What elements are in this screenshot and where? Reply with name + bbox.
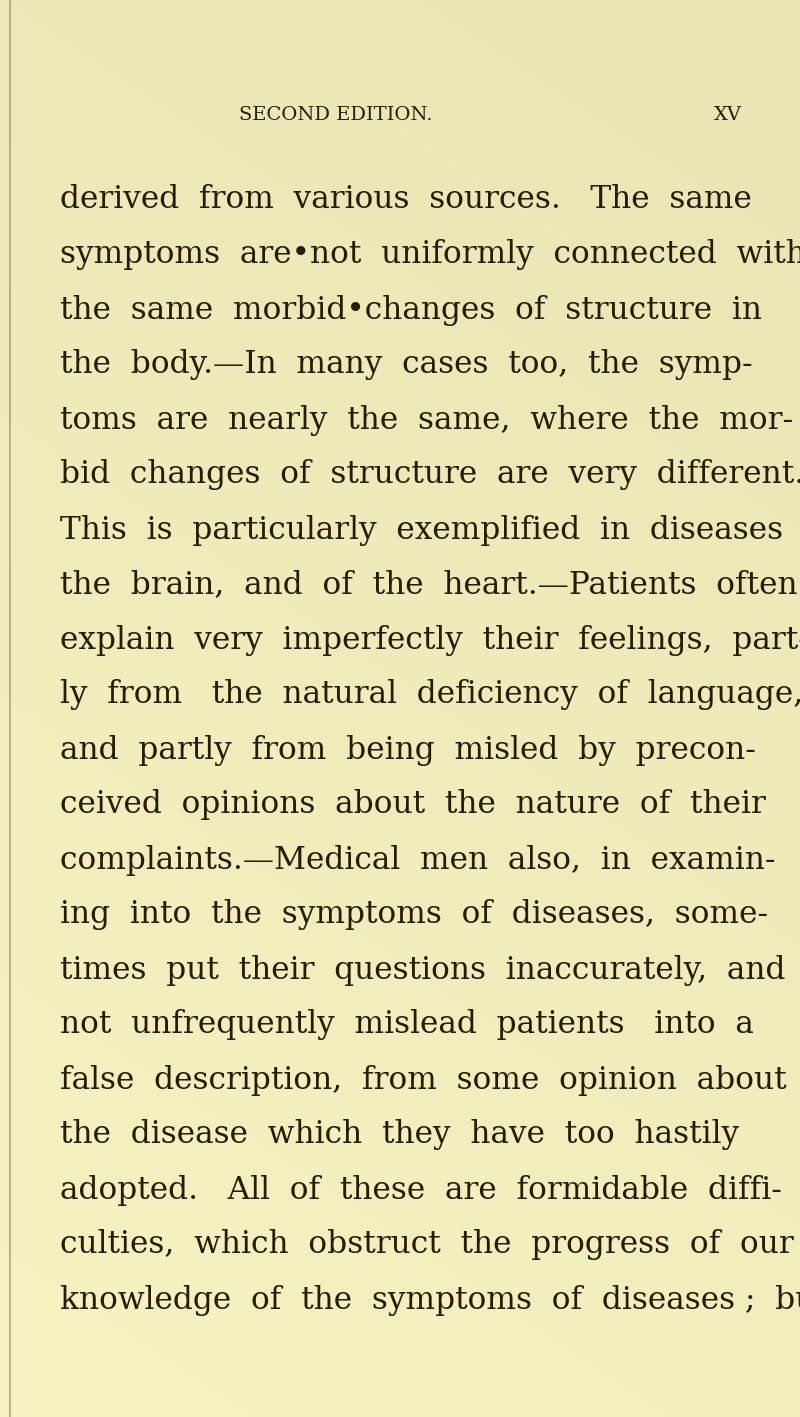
Text: SECOND EDITION.: SECOND EDITION. (239, 106, 433, 125)
Text: ing  into  the  symptoms  of  diseases,  some-: ing into the symptoms of diseases, some- (60, 900, 768, 931)
Text: not  unfrequently  mislead  patients   into  a: not unfrequently mislead patients into a (60, 1009, 754, 1040)
Text: times  put  their  questions  inaccurately,  and: times put their questions inaccurately, … (60, 955, 786, 985)
Text: the  brain,  and  of  the  heart.—Patients  often: the brain, and of the heart.—Patients of… (60, 570, 798, 601)
Text: adopted.   All  of  these  are  formidable  diffi-: adopted. All of these are formidable dif… (60, 1175, 782, 1206)
Text: This  is  particularly  exemplified  in  diseases  of: This is particularly exemplified in dise… (60, 514, 800, 546)
Text: explain  very  imperfectly  their  feelings,  part-: explain very imperfectly their feelings,… (60, 625, 800, 656)
Text: XV: XV (714, 106, 742, 125)
Text: and  partly  from  being  misled  by  precon-: and partly from being misled by precon- (60, 734, 756, 765)
Text: ly  from   the  natural  deficiency  of  language,: ly from the natural deficiency of langua… (60, 680, 800, 710)
Text: knowledge  of  the  symptoms  of  diseases ;  but: knowledge of the symptoms of diseases ; … (60, 1284, 800, 1315)
Text: the  same  morbid•changes  of  structure  in: the same morbid•changes of structure in (60, 295, 762, 326)
Text: toms  are  nearly  the  same,  where  the  mor-: toms are nearly the same, where the mor- (60, 404, 793, 435)
Text: derived  from  various  sources.   The  same: derived from various sources. The same (60, 184, 752, 215)
Text: culties,  which  obstruct  the  progress  of  our: culties, which obstruct the progress of … (60, 1230, 794, 1261)
Text: the  body.—In  many  cases  too,  the  symp-: the body.—In many cases too, the symp- (60, 350, 753, 381)
Text: complaints.—Medical  men  also,  in  examin-: complaints.—Medical men also, in examin- (60, 845, 775, 876)
Text: false  description,  from  some  opinion  about: false description, from some opinion abo… (60, 1064, 786, 1095)
Text: bid  changes  of  structure  are  very  different.: bid changes of structure are very differ… (60, 459, 800, 490)
Text: ceived  opinions  about  the  nature  of  their: ceived opinions about the nature of thei… (60, 789, 766, 820)
Text: symptoms  are•not  uniformly  connected  with: symptoms are•not uniformly connected wit… (60, 239, 800, 271)
Text: the  disease  which  they  have  too  hastily: the disease which they have too hastily (60, 1119, 739, 1151)
